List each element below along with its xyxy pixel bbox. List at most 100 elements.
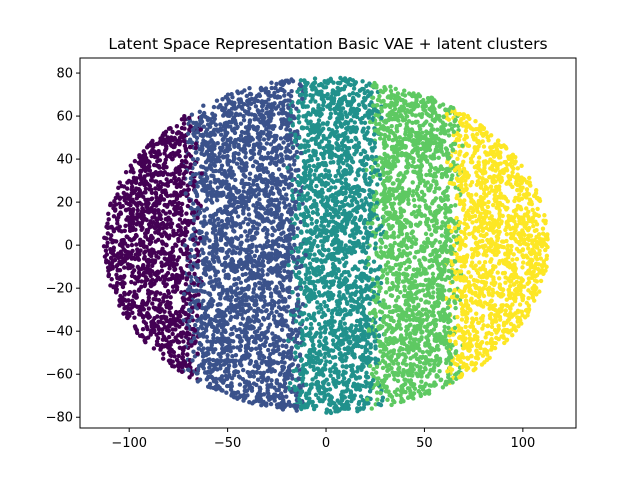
- scatter-point: [447, 180, 452, 186]
- scatter-point: [480, 171, 486, 176]
- scatter-point: [294, 149, 300, 155]
- scatter-point: [284, 196, 289, 202]
- scatter-point: [251, 290, 256, 295]
- scatter-point: [247, 85, 252, 91]
- scatter-point: [475, 279, 481, 284]
- scatter-point: [183, 226, 188, 231]
- scatter-point: [244, 93, 250, 99]
- scatter-point: [217, 151, 222, 156]
- scatter-point: [385, 280, 390, 285]
- scatter-point: [534, 222, 540, 227]
- scatter-point: [480, 326, 485, 331]
- scatter-point: [190, 358, 195, 363]
- scatter-point: [326, 223, 331, 228]
- scatter-point: [393, 86, 398, 92]
- scatter-point: [309, 221, 315, 226]
- scatter-point: [355, 267, 361, 272]
- scatter-point: [341, 270, 347, 275]
- scatter-point: [359, 86, 365, 92]
- scatter-point: [347, 92, 352, 97]
- scatter-point: [176, 223, 181, 228]
- scatter-point: [211, 336, 216, 341]
- scatter-point: [189, 140, 195, 145]
- scatter-point: [214, 98, 220, 103]
- scatter-point: [196, 249, 201, 254]
- scatter-point: [213, 194, 219, 199]
- scatter-point: [201, 250, 206, 256]
- scatter-point: [208, 180, 213, 185]
- scatter-point: [260, 108, 265, 113]
- scatter-point: [320, 264, 325, 269]
- scatter-point: [328, 318, 333, 323]
- scatter-point: [396, 234, 401, 239]
- scatter-point: [537, 248, 542, 254]
- scatter-point: [184, 211, 189, 216]
- scatter-point: [532, 298, 537, 303]
- scatter-point: [315, 300, 320, 305]
- scatter-point: [312, 172, 317, 178]
- scatter-point: [503, 227, 508, 233]
- scatter-point: [420, 307, 425, 312]
- scatter-point: [269, 378, 274, 383]
- scatter-point: [396, 247, 402, 253]
- scatter-point: [423, 381, 429, 387]
- scatter-point: [293, 350, 298, 355]
- scatter-point: [511, 252, 516, 257]
- scatter-point: [204, 231, 209, 236]
- scatter-point: [265, 170, 270, 175]
- scatter-point: [423, 231, 429, 237]
- scatter-point: [196, 292, 201, 297]
- scatter-point: [310, 377, 315, 382]
- chart-title: Latent Space Representation Basic VAE + …: [108, 35, 547, 53]
- scatter-point: [303, 161, 308, 166]
- scatter-point: [323, 351, 328, 356]
- scatter-point: [510, 257, 515, 262]
- scatter-point: [502, 205, 508, 210]
- scatter-point: [116, 212, 122, 217]
- scatter-point: [168, 294, 173, 300]
- scatter-point: [238, 133, 244, 139]
- scatter-point: [429, 232, 434, 237]
- scatter-point: [532, 278, 538, 283]
- scatter-point: [150, 301, 155, 306]
- scatter-point: [457, 297, 463, 303]
- scatter-point: [303, 325, 309, 331]
- scatter-point: [186, 139, 191, 145]
- scatter-point: [192, 254, 197, 259]
- scatter-point: [234, 327, 239, 333]
- scatter-point: [473, 119, 478, 124]
- scatter-point: [231, 249, 237, 255]
- scatter-point: [389, 402, 394, 408]
- scatter-point: [363, 265, 369, 271]
- scatter-point: [499, 239, 505, 244]
- scatter-point: [266, 347, 271, 353]
- scatter-point: [452, 225, 458, 231]
- scatter-point: [151, 346, 157, 351]
- scatter-point: [327, 359, 333, 365]
- scatter-point: [410, 93, 415, 99]
- scatter-point: [176, 228, 181, 233]
- scatter-point: [302, 280, 307, 285]
- scatter-point: [284, 354, 290, 359]
- scatter-point: [364, 83, 369, 89]
- scatter-point: [205, 346, 210, 351]
- scatter-point: [235, 190, 240, 195]
- scatter-point: [318, 342, 323, 347]
- scatter-point: [143, 186, 149, 191]
- scatter-point: [280, 288, 286, 293]
- scatter-point: [146, 295, 152, 300]
- scatter-point: [527, 175, 532, 181]
- scatter-point: [459, 179, 464, 184]
- scatter-point: [260, 145, 266, 150]
- scatter-point: [296, 270, 302, 275]
- scatter-point: [431, 127, 436, 132]
- scatter-point: [221, 268, 227, 273]
- scatter-point: [409, 244, 414, 250]
- scatter-point: [441, 152, 446, 157]
- scatter-point: [147, 168, 153, 173]
- scatter-point: [378, 245, 383, 250]
- scatter-point: [367, 275, 372, 281]
- scatter-point: [287, 294, 292, 300]
- scatter-point: [392, 163, 398, 169]
- scatter-point: [473, 236, 478, 241]
